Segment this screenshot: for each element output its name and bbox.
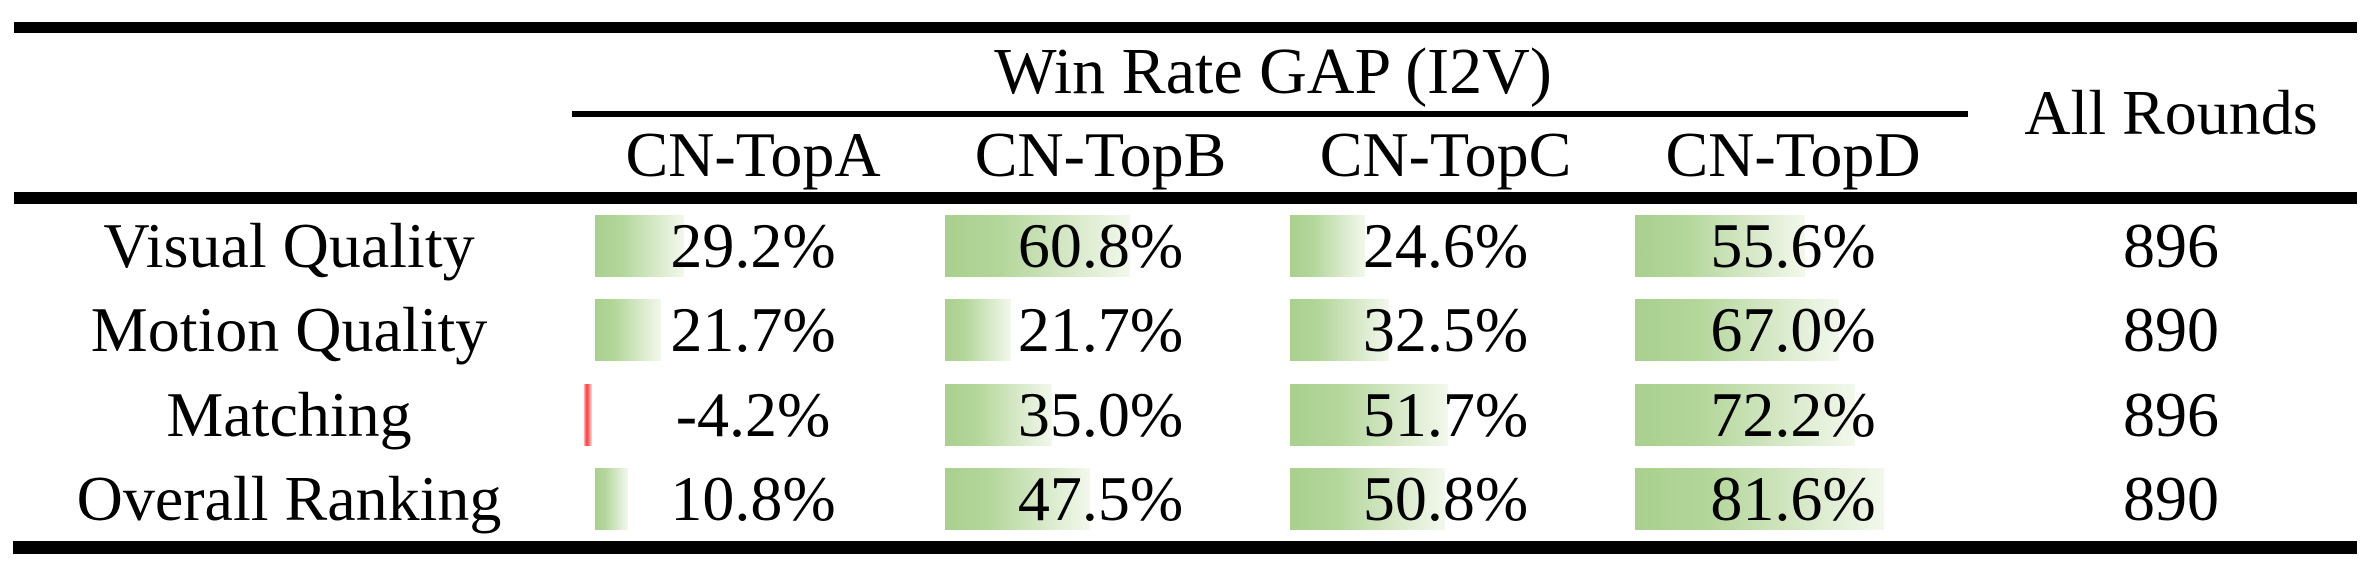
data-bar — [945, 383, 1052, 446]
data-bar — [595, 467, 628, 530]
data-bar — [1635, 467, 1884, 530]
table-body: Visual Quality 29.2% 60.8% 24.6% 55.6% 8… — [0, 204, 2374, 541]
win-rate-cell: 21.7% — [578, 288, 928, 372]
column-header-cn-topa: CN-TopA — [625, 118, 881, 190]
all-rounds-value: 896 — [2123, 378, 2219, 450]
header-bottom-rule — [14, 192, 2357, 204]
win-rate-cell: 32.5% — [1273, 288, 1618, 372]
win-rate-value: 72.2% — [1710, 378, 1876, 450]
win-rate-value: 55.6% — [1710, 210, 1876, 282]
data-bar — [1290, 467, 1445, 530]
win-rate-value: 32.5% — [1362, 294, 1529, 366]
row-label: Motion Quality — [90, 294, 488, 366]
win-rate-value: 51.7% — [1362, 378, 1529, 450]
win-rate-value: -4.2% — [675, 378, 831, 450]
data-bar — [1290, 215, 1366, 278]
win-rate-cell: 29.2% — [578, 204, 928, 288]
win-rate-value: 21.7% — [670, 294, 836, 366]
win-rate-value: 21.7% — [1017, 294, 1184, 366]
win-rate-cell: 60.8% — [928, 204, 1273, 288]
all-rounds-value: 890 — [2123, 294, 2219, 366]
win-rate-value: 24.6% — [1362, 210, 1529, 282]
win-rate-cell: 24.6% — [1273, 204, 1618, 288]
table-row: Motion Quality 21.7% 21.7% 32.5% 67.0% 8… — [0, 288, 2374, 372]
win-rate-cell: 35.0% — [928, 373, 1273, 457]
win-rate-value: 47.5% — [1017, 462, 1184, 534]
all-rounds-cell: 890 — [1968, 457, 2374, 541]
row-label: Overall Ranking — [76, 462, 502, 534]
all-rounds-cell: 896 — [1968, 373, 2374, 457]
column-group-rule — [572, 111, 1968, 117]
data-bar — [1635, 299, 1840, 362]
data-bar — [1635, 383, 1856, 446]
win-rate-cell: 47.5% — [928, 457, 1273, 541]
all-rounds-value: 890 — [2123, 462, 2219, 534]
column-headers: CN-TopA CN-TopB CN-TopC CN-TopD — [578, 117, 1968, 192]
data-bar — [584, 383, 592, 446]
win-rate-value: 29.2% — [670, 210, 836, 282]
all-rounds-cell: 896 — [1968, 204, 2374, 288]
table-top-rule — [14, 22, 2357, 33]
data-bar — [595, 299, 662, 362]
all-rounds-cell: 890 — [1968, 288, 2374, 372]
data-bar — [945, 467, 1090, 530]
data-bar — [595, 215, 685, 278]
row-label: Matching — [166, 378, 412, 450]
table-header: Win Rate GAP (I2V) CN-TopA CN-TopB CN-To… — [0, 33, 2374, 192]
win-rate-cell: 51.7% — [1273, 373, 1618, 457]
column-group-title: Win Rate GAP (I2V) — [994, 35, 1552, 108]
column-header-all-rounds: All Rounds — [2024, 76, 2318, 148]
column-header-cn-topd: CN-TopD — [1665, 118, 1921, 190]
win-rate-cell: 21.7% — [928, 288, 1273, 372]
win-rate-cell: 55.6% — [1618, 204, 1968, 288]
win-rate-cell: 10.8% — [578, 457, 928, 541]
win-rate-value: 60.8% — [1017, 210, 1184, 282]
win-rate-value: 67.0% — [1710, 294, 1876, 366]
win-rate-cell: -4.2% — [578, 373, 928, 457]
data-bar — [1290, 299, 1390, 362]
row-label: Visual Quality — [103, 210, 475, 282]
win-rate-value: 35.0% — [1017, 378, 1184, 450]
win-rate-cell: 67.0% — [1618, 288, 1968, 372]
data-bar — [1635, 215, 1805, 278]
all-rounds-value: 896 — [2123, 210, 2219, 282]
win-rate-value: 10.8% — [670, 462, 836, 534]
win-rate-cell: 72.2% — [1618, 373, 1968, 457]
win-rate-value: 50.8% — [1362, 462, 1529, 534]
data-bar — [945, 299, 1012, 362]
table-row: Visual Quality 29.2% 60.8% 24.6% 55.6% 8… — [0, 204, 2374, 288]
table-bottom-rule — [13, 541, 2357, 554]
column-header-cn-topb: CN-TopB — [974, 118, 1227, 190]
win-rate-cell: 50.8% — [1273, 457, 1618, 541]
win-rate-cell: 81.6% — [1618, 457, 1968, 541]
data-bar — [1290, 383, 1448, 446]
win-rate-value: 81.6% — [1710, 462, 1876, 534]
table-row: Overall Ranking 10.8% 47.5% 50.8% 81.6% … — [0, 457, 2374, 541]
data-bar — [945, 215, 1131, 278]
column-header-cn-topc: CN-TopC — [1319, 118, 1572, 190]
table-row: Matching -4.2% 35.0% 51.7% 72.2% 896 — [0, 373, 2374, 457]
